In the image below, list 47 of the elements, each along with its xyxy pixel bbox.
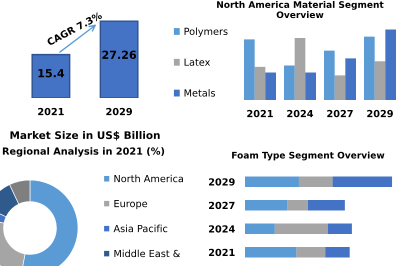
chart-title: North America Material Segment Overview	[217, 1, 384, 18]
bar	[294, 38, 306, 100]
y-tick-label: 2021	[208, 248, 235, 256]
x-tick-label: 2024	[287, 110, 314, 118]
bar	[244, 39, 255, 100]
data-label: 15.4	[38, 69, 64, 78]
bar	[374, 61, 386, 100]
legend-label: Europe	[114, 200, 148, 210]
y-tick-label: 2024	[208, 225, 235, 233]
bar	[334, 75, 346, 100]
legend-label: Asia Pacific	[114, 224, 168, 232]
x-axis-title: Market Size in US$ Billion	[10, 131, 160, 140]
bar	[284, 65, 295, 100]
x-tick-label: 2027	[327, 110, 353, 118]
bar	[265, 72, 276, 100]
bar	[325, 246, 350, 258]
bar	[385, 30, 396, 100]
x-tick-label: 2021	[247, 110, 273, 118]
chart-title: Regional Analysis in 2021 (%)	[2, 147, 164, 157]
bar	[245, 176, 299, 188]
bar	[296, 246, 326, 258]
data-label: 27.26	[102, 50, 136, 59]
legend-label: Latex	[184, 58, 210, 66]
bar	[245, 200, 288, 211]
bar	[345, 58, 356, 100]
y-tick-label: 2029	[208, 178, 235, 186]
bar	[364, 36, 375, 100]
bar	[308, 200, 345, 211]
bar	[245, 223, 275, 234]
bar	[298, 176, 333, 188]
x-tick-label: 2029	[367, 110, 393, 118]
bar	[324, 50, 335, 100]
bar	[332, 176, 392, 188]
bar	[274, 223, 328, 234]
legend-label: Metals	[184, 89, 216, 97]
x-tick-label: 2021	[38, 108, 64, 116]
chart-title: Foam Type Segment Overview	[232, 152, 384, 160]
bar	[287, 200, 308, 211]
legend-label: Middle East &	[114, 250, 180, 258]
bar	[328, 223, 352, 234]
bar	[245, 246, 296, 258]
legend-label: North America	[114, 174, 183, 182]
x-tick-label: 2029	[106, 108, 132, 116]
bar	[305, 72, 316, 100]
legend-label: Polymers	[184, 27, 228, 37]
y-tick-label: 2027	[208, 202, 235, 210]
bar	[254, 66, 266, 100]
